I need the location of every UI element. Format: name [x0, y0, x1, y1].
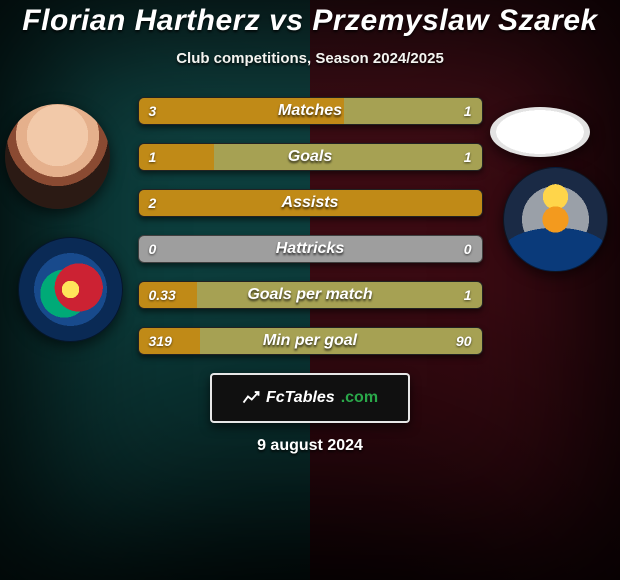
stat-label: Min per goal: [139, 328, 482, 354]
stat-label: Matches: [139, 98, 482, 124]
player-right-avatar: [490, 107, 590, 157]
stat-label: Hattricks: [139, 236, 482, 262]
club-left-badge: [18, 237, 123, 342]
stat-row: 31990Min per goal: [138, 327, 483, 355]
site-badge[interactable]: FcTables .com: [210, 373, 410, 423]
stat-label: Goals per match: [139, 282, 482, 308]
stat-row: 2Assists: [138, 189, 483, 217]
chart-icon: [242, 389, 260, 407]
date: 9 august 2024: [0, 437, 620, 455]
stat-row: 0.331Goals per match: [138, 281, 483, 309]
stat-label: Goals: [139, 144, 482, 170]
brand-prefix: FcTables: [266, 389, 335, 407]
stat-label: Assists: [139, 190, 482, 216]
comparison-stage: 31Matches 11Goals 2Assists 00Hattricks 0.331…: [0, 97, 620, 455]
player-left-avatar: [5, 104, 110, 209]
stat-row: 11Goals: [138, 143, 483, 171]
stat-row: 00Hattricks: [138, 235, 483, 263]
club-right-badge: [503, 167, 608, 272]
subtitle: Club competitions, Season 2024/2025: [0, 50, 620, 67]
stat-row: 31Matches: [138, 97, 483, 125]
brand-suffix: .com: [341, 389, 378, 407]
stat-bars: 31Matches 11Goals 2Assists 00Hattricks 0.331…: [138, 97, 483, 355]
page-title: Florian Hartherz vs Przemyslaw Szarek: [0, 0, 620, 38]
